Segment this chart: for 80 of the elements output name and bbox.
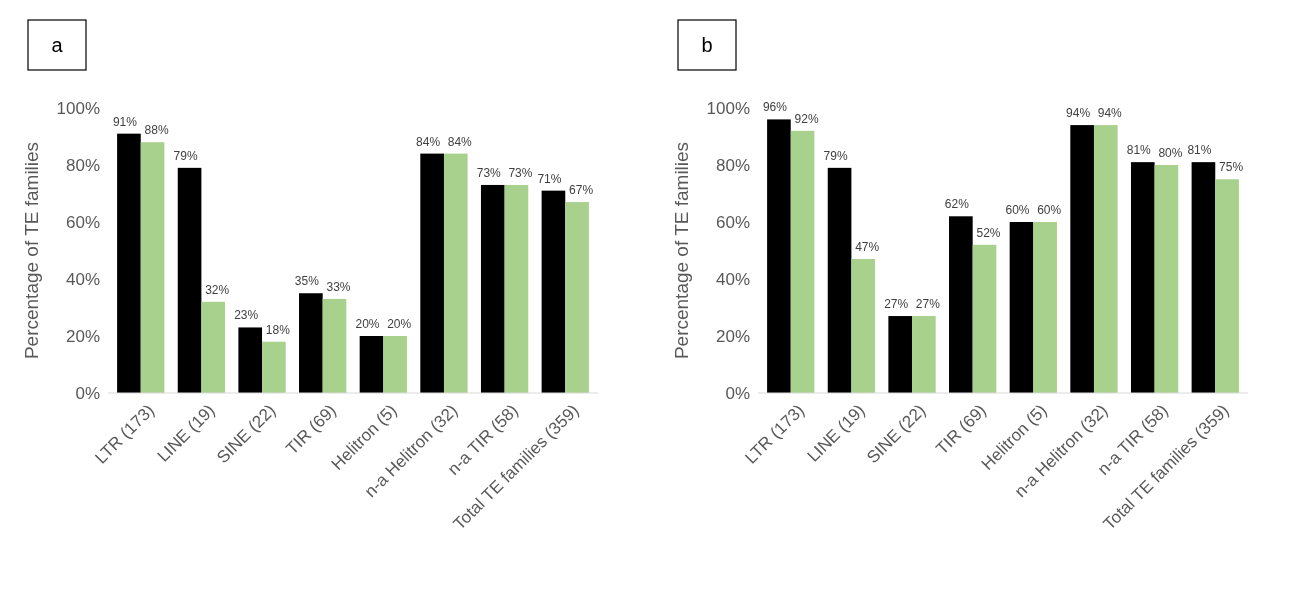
bar: [1033, 222, 1057, 393]
data-label: 27%: [884, 297, 909, 312]
data-label: 33%: [326, 279, 351, 294]
bar: [912, 316, 936, 393]
bar: [443, 153, 468, 393]
bar: [359, 336, 384, 393]
data-label: 20%: [387, 317, 412, 331]
data-label: 79%: [823, 148, 848, 163]
data-label: 94%: [1097, 106, 1123, 121]
bar: [322, 298, 347, 393]
data-label: 67%: [569, 183, 594, 198]
chart-title: b: [701, 34, 713, 56]
data-label: 92%: [794, 111, 819, 126]
data-label: 91%: [112, 114, 138, 129]
data-label: 84%: [416, 134, 441, 149]
bar: [480, 184, 505, 393]
data-label: 27%: [915, 297, 941, 312]
bar: [299, 293, 323, 393]
bar: [117, 133, 141, 393]
bar: [827, 167, 852, 393]
y-axis-title: Percentage of TE families: [671, 141, 692, 360]
bar: [262, 341, 286, 393]
bar: [177, 167, 202, 393]
bar: [851, 259, 876, 393]
y-tick-label: 80%: [715, 155, 750, 175]
data-label: 84%: [447, 134, 473, 149]
chart-title: a: [51, 34, 64, 56]
bar: [1215, 179, 1239, 393]
y-tick-label: 20%: [65, 326, 100, 346]
data-label: 52%: [976, 225, 1001, 240]
data-label: 73%: [508, 165, 533, 180]
bar: [767, 119, 791, 393]
bar: [1093, 125, 1118, 393]
y-tick-label: 40%: [65, 269, 100, 289]
data-label: 32%: [205, 282, 230, 297]
data-label: 47%: [855, 240, 880, 255]
y-tick-label: 80%: [65, 155, 100, 175]
data-label: 81%: [1187, 143, 1212, 158]
data-label: 94%: [1066, 106, 1091, 121]
data-label: 20%: [355, 317, 380, 331]
y-tick-label: 60%: [715, 212, 750, 232]
bar: [565, 202, 589, 393]
data-label: 18%: [265, 322, 291, 337]
bar: [238, 327, 263, 393]
data-label: 71%: [537, 171, 562, 186]
y-tick-label: 100%: [56, 98, 100, 118]
bar: [1009, 222, 1034, 393]
bar: [1070, 125, 1094, 393]
data-label: 62%: [944, 197, 970, 212]
data-label: 60%: [1005, 203, 1030, 217]
bar: [504, 184, 529, 393]
data-label: 73%: [476, 165, 502, 180]
bar: [140, 142, 165, 393]
bar: [201, 301, 226, 393]
data-label: 75%: [1219, 160, 1244, 175]
bar: [972, 244, 997, 393]
y-tick-label: 0%: [75, 383, 100, 403]
bar: [888, 316, 913, 393]
bar: [420, 153, 444, 393]
bar: [541, 190, 566, 393]
bar: [1154, 165, 1179, 393]
data-label: 23%: [234, 308, 259, 323]
bar: [949, 216, 973, 393]
y-tick-label: 20%: [715, 326, 750, 346]
y-tick-label: 60%: [65, 212, 100, 232]
bar: [383, 336, 407, 393]
y-axis-title: Percentage of TE families: [21, 141, 42, 360]
data-label: 88%: [144, 123, 169, 138]
data-label: 35%: [294, 274, 320, 289]
y-tick-label: 100%: [706, 98, 750, 118]
bar: [1191, 162, 1216, 393]
data-label: 60%: [1037, 203, 1062, 217]
data-label: 96%: [762, 100, 788, 115]
data-label: 79%: [173, 148, 198, 163]
bar: [1130, 162, 1155, 393]
data-label: 80%: [1158, 146, 1183, 160]
bar: [790, 130, 815, 393]
y-tick-label: 40%: [715, 269, 750, 289]
data-label: 81%: [1126, 143, 1152, 158]
y-tick-label: 0%: [725, 383, 750, 403]
